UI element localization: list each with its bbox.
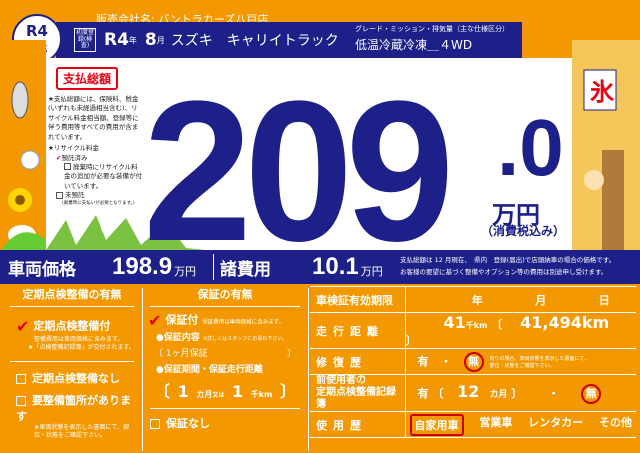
record-label: 前使用者の 定期点検整備記録簿 — [310, 374, 406, 412]
mileage-value: 41千km 〔 41,494km 〕 — [405, 312, 636, 349]
unit: 万円 — [360, 265, 383, 278]
warranty-heading: 保証の有無 — [150, 286, 300, 307]
checkbox[interactable] — [16, 373, 26, 384]
breakdown-note: 支払総額は 12 月現在、 県内 登録(届出)で店頭納車の場合の価格です。 お客様… — [400, 256, 616, 276]
svg-text:氷: 氷 — [590, 78, 615, 106]
record-value: 有 〔 12 カ月 〕 ・無 — [405, 374, 636, 412]
check-icon: ✔ — [148, 311, 162, 330]
unit: 万円 — [174, 265, 197, 278]
fees-label: 諸費用 — [220, 259, 271, 280]
maker: スズキ — [170, 33, 213, 49]
check-icon: ✔ — [56, 153, 62, 162]
selected-circle: 無 — [581, 384, 602, 404]
side-decoration: 氷 — [572, 40, 640, 252]
total-price: 209 — [143, 60, 454, 283]
period-label: ●保証期間・保証走行距離 — [156, 365, 263, 375]
inspection-heading: 定期点検整備の有無 — [10, 286, 134, 307]
total-price-decimal: .0 — [497, 103, 564, 192]
left-strip — [0, 40, 46, 252]
reg-month: 8 — [144, 30, 157, 50]
reg-month-unit: 月 — [156, 35, 165, 45]
tax-note: （消費税込み） — [481, 224, 566, 238]
price-breakdown-bar: 車両価格 198.9 万円 諸費用 10.1 万円 支払総額は 12 月現在、 県内… — [0, 250, 640, 284]
note: ※詳しくはスタッフにお尋ね下さい。 — [203, 336, 288, 342]
warranty-none: 保証なし — [166, 417, 210, 430]
warranty-panel: 保証の有無 ✔ 保証付 保証費用は車両価格に含みます。 ●保証内容 ※詳しくはスタ… — [144, 286, 306, 453]
selected-circle: 無 — [463, 351, 484, 372]
warranty-with: 保証付 — [165, 313, 199, 327]
note: ★車両状態を表示した書面にて、部位・状態をご確認下さい。 — [34, 423, 130, 440]
inspection-panel: 定期点検整備の有無 ✔ 定期点検整備付 整備費用は車両価格に含みます。 ★「点検整… — [4, 286, 140, 453]
inspection-with: 定期点検整備付 — [33, 319, 111, 333]
divider — [308, 288, 309, 451]
vehicle-price: 198.9 — [112, 253, 173, 280]
repair-label: 修復歴 — [310, 348, 406, 375]
vehicle-details-table: 車検証有効期限年月日 走行距離 41千km 〔 41,494km 〕 修復歴有・無… — [310, 286, 636, 438]
vehicle-price-label: 車両価格 — [8, 259, 76, 280]
usage-value: 自家用車 営業車 レンタカー その他 — [405, 411, 636, 438]
divider — [213, 254, 214, 280]
grass-illustration — [46, 215, 206, 250]
grade-value: 低温冷蔵冷凍＿４WD — [355, 38, 473, 52]
model: キャリイトラック — [226, 33, 339, 49]
divider — [142, 288, 143, 451]
usage-commercial: 営業車 — [479, 415, 513, 429]
shaken-label: 車検証有効期限 — [310, 286, 406, 313]
checkbox[interactable] — [16, 395, 26, 406]
repair-value: 有・無有りの場合、車両状態を表示した書面にて、部位・状態をご確認下さい。 — [405, 348, 636, 375]
reg-year: R4 — [104, 30, 129, 50]
note: 保証費用は車両価格に含みます。 — [202, 319, 285, 326]
total-note: ★支払総額には、保険料、税金(いずれも未経過相当含む)、リサイクル料金相当額、登… — [48, 95, 142, 206]
check-icon: ✔ — [16, 317, 30, 336]
note: ★「点検整備記録簿」が交付されます。 — [28, 344, 135, 352]
inspection-needs: 要整備箇所があります — [16, 393, 131, 423]
grade: グレード・ミッション・排気量（主な仕様区分） 低温冷蔵冷凍＿４WD — [355, 24, 509, 53]
mileage-label: 走行距離 — [310, 312, 406, 349]
usage-label: 使用歴 — [310, 411, 406, 438]
usage-rental: レンタカー — [528, 415, 584, 429]
grade-label: グレード・ミッション・排気量（主な仕様区分） — [355, 25, 509, 33]
usage-other: その他 — [598, 415, 632, 429]
reg-year-unit: 年 — [128, 35, 137, 45]
inspection-without: 定期点検整備なし — [32, 371, 120, 385]
checkbox[interactable] — [150, 419, 160, 429]
fees: 10.1 — [312, 253, 359, 280]
total-heading: 支払総額 — [56, 67, 119, 90]
checkbox-icon — [64, 163, 71, 171]
shaken-value: 年月日 — [405, 286, 636, 313]
usage-private: 自家用車 — [409, 413, 464, 436]
warranty-period: 〔 1 カ月又は 1 千km 〕 — [154, 382, 296, 401]
warranty-content: 〔 1ヶ月保証〕 — [154, 349, 296, 359]
main-panel — [46, 58, 640, 250]
content-label: ●保証内容 — [156, 333, 200, 343]
total-price-unit: 万円 — [492, 201, 540, 229]
first-registration-label: 初度登録(検査) — [74, 28, 96, 52]
sunflower-illustration — [0, 81, 46, 252]
note: 整備費用は車両価格に含みます。 — [34, 336, 124, 343]
checkbox-icon — [56, 191, 63, 199]
